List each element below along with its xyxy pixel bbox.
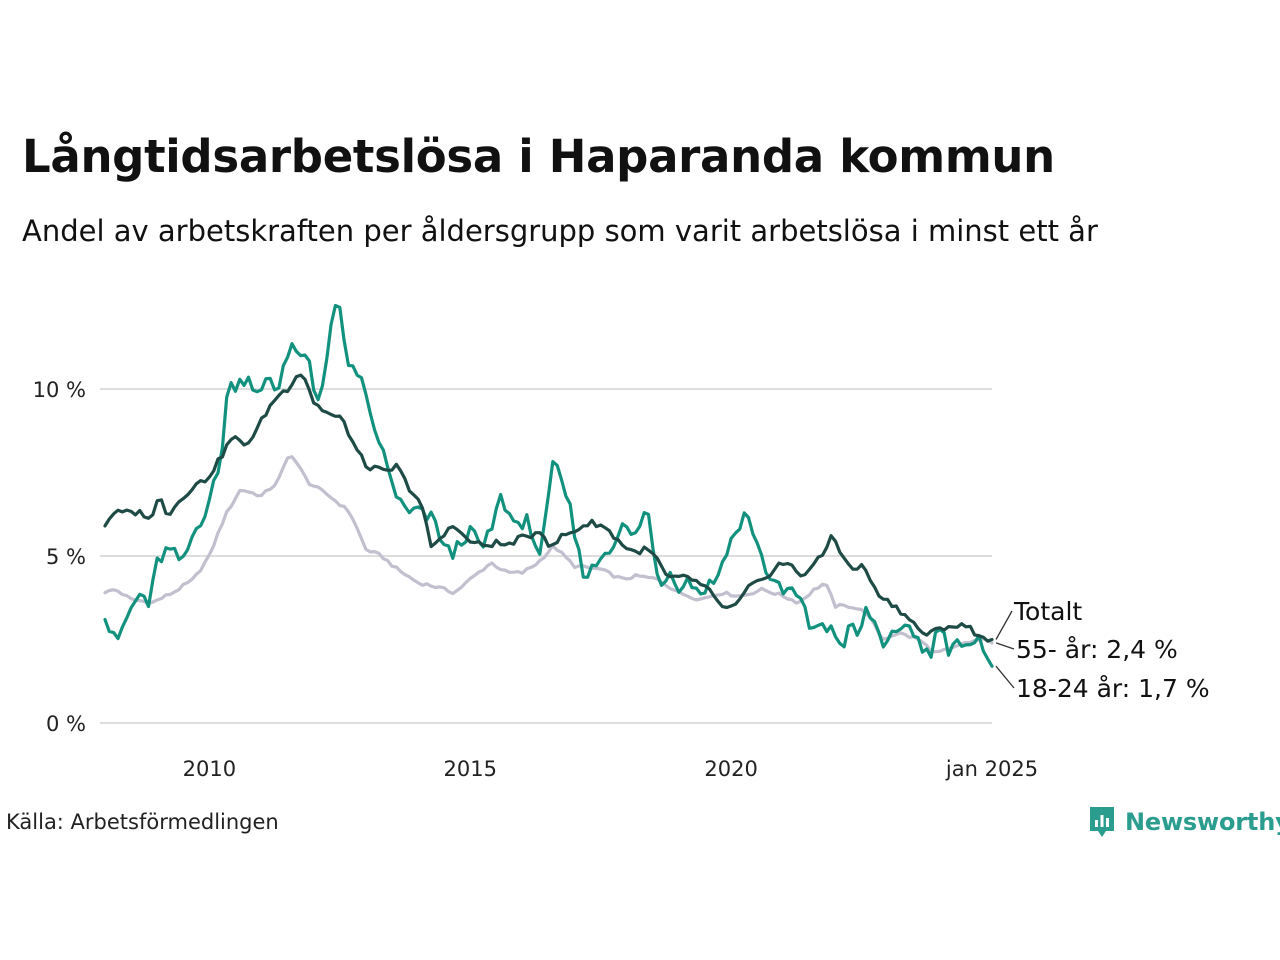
x-tick-label: 2015: [444, 757, 497, 781]
x-tick-label: 2010: [183, 757, 236, 781]
newsworthy-logo: Newsworthy: [1088, 803, 1280, 841]
x-tick-label: 2020: [704, 757, 757, 781]
x-tick-label: jan 2025: [945, 757, 1038, 781]
chart-subtitle: Andel av arbetskraften per åldersgrupp s…: [22, 214, 1098, 248]
y-axis-ticks: 0 % 5 % 10 %: [33, 378, 86, 736]
line-chart: 0 % 5 % 10 % 2010 2015 2020 jan 2025 Totalt 55…: [33, 303, 1210, 781]
y-tick-label: 0 %: [46, 712, 86, 736]
x-axis-ticks: 2010 2015 2020 jan 2025: [183, 757, 1038, 781]
series-line-totalt: [103, 373, 994, 643]
newsworthy-logo-text: Newsworthy: [1125, 808, 1280, 836]
series-line-55-r: [103, 455, 994, 654]
series-end-label: Totalt: [1013, 597, 1082, 626]
series-lines: [103, 303, 994, 668]
label-leader-line: [995, 665, 1015, 689]
chart-title: Långtidsarbetslösa i Haparanda kommun: [22, 130, 1055, 183]
series-end-label: 55- år: 2,4 %: [1016, 635, 1178, 664]
newsworthy-logo-icon: [1090, 807, 1114, 837]
y-tick-label: 5 %: [46, 545, 86, 569]
y-tick-label: 10 %: [33, 378, 86, 402]
label-leader-line: [995, 610, 1013, 640]
series-end-label: 18-24 år: 1,7 %: [1016, 674, 1210, 703]
series-line-18-24-r: [103, 303, 994, 668]
source-note: Källa: Arbetsförmedlingen: [6, 810, 279, 834]
label-leader-line: [995, 642, 1015, 650]
series-labels: Totalt 55- år: 2,4 % 18-24 år: 1,7 %: [995, 597, 1210, 703]
